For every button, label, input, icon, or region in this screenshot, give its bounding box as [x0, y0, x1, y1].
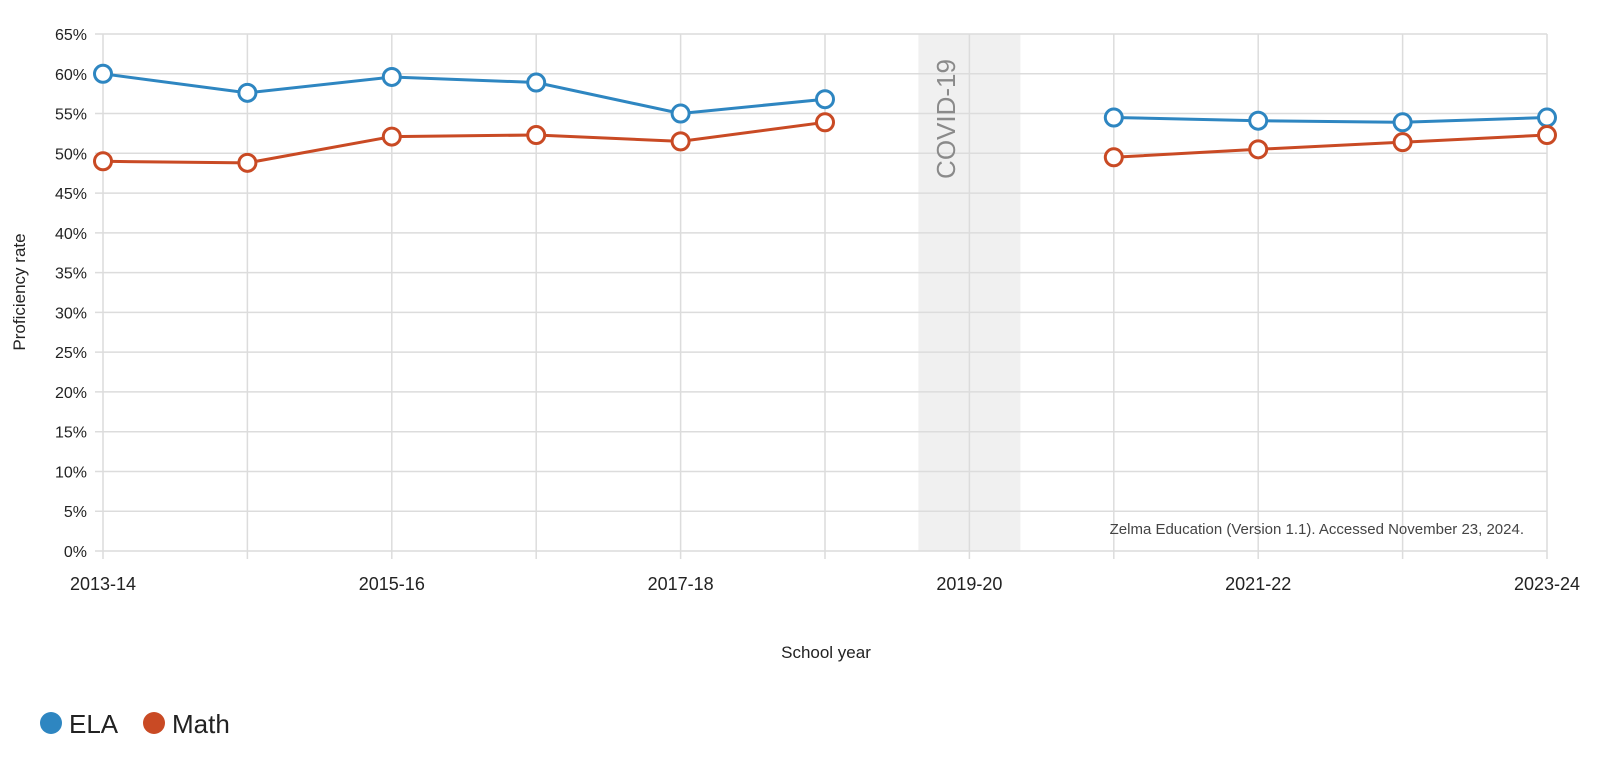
- data-point-ela: [526, 72, 547, 93]
- data-point-ela: [381, 66, 402, 87]
- y-tick-label: 50%: [55, 146, 87, 163]
- gridlines: [95, 33, 1548, 559]
- series-layer: [93, 63, 1557, 173]
- series-line-math: [1113, 133, 1548, 159]
- series-line-math: [102, 120, 826, 165]
- y-tick-label: 55%: [55, 107, 87, 124]
- data-point-ela: [670, 103, 691, 124]
- legend-swatch-ela: [40, 712, 62, 734]
- data-point-ela: [1103, 107, 1124, 128]
- y-tick-label: 15%: [55, 425, 87, 442]
- x-axis-title: School year: [781, 643, 871, 662]
- y-tick-label: 10%: [55, 464, 87, 481]
- legend-swatch-math: [143, 712, 165, 734]
- legend-item-math[interactable]: Math: [143, 709, 230, 739]
- x-tick-label: 2019-20: [936, 574, 1002, 594]
- x-tick-label: 2023-24: [1514, 574, 1580, 594]
- data-point-math: [237, 152, 258, 173]
- x-tick-label: 2015-16: [359, 574, 425, 594]
- data-point-math: [1248, 139, 1269, 160]
- series-line-ela: [102, 72, 826, 116]
- y-tick-label: 0%: [64, 544, 87, 561]
- y-tick-label: 60%: [55, 67, 87, 84]
- data-point-ela: [1392, 112, 1413, 133]
- data-point-math: [815, 112, 835, 133]
- y-tick-label: 25%: [55, 345, 87, 362]
- covid-label: COVID-19: [931, 59, 961, 179]
- y-tick-label: 35%: [55, 266, 87, 283]
- legend-label-math: Math: [172, 709, 230, 739]
- y-tick-label: 45%: [55, 186, 87, 203]
- legend: ELA Math: [40, 709, 230, 739]
- source-note: Zelma Education (Version 1.1). Accessed …: [1110, 521, 1524, 538]
- axes: 0% 5% 10% 15% 20% 25% 30% 35% 40% 45% 50% 55% 60% 65%…: [55, 27, 1580, 594]
- data-point-ela: [237, 82, 258, 103]
- y-tick-label: 30%: [55, 305, 87, 322]
- x-tick-label: 2021-22: [1225, 574, 1291, 594]
- data-point-ela: [1537, 107, 1557, 128]
- y-tick-label: 65%: [55, 27, 87, 44]
- y-tick-label: 20%: [55, 385, 87, 402]
- data-point-math: [93, 151, 113, 172]
- data-point-ela: [93, 63, 113, 84]
- series-line-ela: [1113, 116, 1548, 124]
- data-point-math: [1537, 125, 1557, 146]
- data-point-math: [526, 125, 547, 146]
- x-tick-label: 2013-14: [70, 574, 136, 594]
- data-point-math: [1392, 132, 1413, 153]
- data-point-math: [381, 126, 402, 147]
- y-axis-title: Proficiency rate: [10, 233, 29, 350]
- legend-label-ela: ELA: [69, 709, 119, 739]
- data-point-math: [1103, 147, 1124, 168]
- y-tick-label: 40%: [55, 226, 87, 243]
- data-point-ela: [815, 89, 835, 110]
- y-tick-label: 5%: [64, 504, 87, 521]
- x-tick-label: 2017-18: [648, 574, 714, 594]
- legend-item-ela[interactable]: ELA: [40, 709, 119, 739]
- data-point-ela: [1248, 110, 1269, 131]
- data-point-math: [670, 131, 691, 152]
